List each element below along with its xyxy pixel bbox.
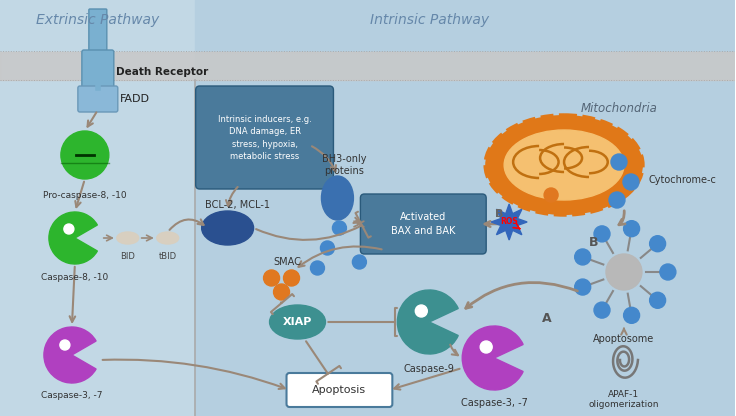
- FancyBboxPatch shape: [82, 50, 114, 89]
- Wedge shape: [49, 212, 97, 264]
- FancyBboxPatch shape: [196, 86, 333, 189]
- Circle shape: [274, 284, 289, 300]
- Circle shape: [650, 292, 665, 308]
- Text: APAF-1
oligomerization: APAF-1 oligomerization: [589, 390, 659, 409]
- Text: B: B: [590, 235, 599, 248]
- Text: Mitochondria: Mitochondria: [581, 102, 657, 114]
- Bar: [195, 0, 735, 416]
- Circle shape: [64, 224, 74, 234]
- Text: Caspase-8, -10: Caspase-8, -10: [41, 273, 108, 282]
- Circle shape: [353, 255, 367, 269]
- Polygon shape: [491, 204, 527, 240]
- Circle shape: [650, 236, 665, 252]
- Text: FADD: FADD: [120, 94, 150, 104]
- Circle shape: [609, 192, 625, 208]
- Text: Intrinsic Pathway: Intrinsic Pathway: [369, 13, 489, 27]
- Text: Apoptosis: Apoptosis: [312, 385, 367, 395]
- Text: ROS: ROS: [500, 218, 518, 226]
- Text: SMAC: SMAC: [274, 257, 302, 267]
- Text: Death Receptor: Death Receptor: [116, 67, 208, 77]
- Text: BH3-only
proteins: BH3-only proteins: [322, 154, 367, 176]
- Circle shape: [333, 221, 347, 235]
- Ellipse shape: [157, 232, 179, 244]
- Circle shape: [320, 241, 334, 255]
- Circle shape: [623, 174, 639, 190]
- FancyBboxPatch shape: [361, 194, 486, 254]
- Text: Caspase-3, -7: Caspase-3, -7: [41, 391, 102, 400]
- Circle shape: [311, 261, 325, 275]
- Text: BID: BID: [121, 252, 135, 261]
- Text: Activated
BAX and BAK: Activated BAX and BAK: [391, 213, 456, 235]
- Circle shape: [544, 188, 558, 202]
- Circle shape: [594, 302, 610, 318]
- Text: Extrinsic Pathway: Extrinsic Pathway: [36, 13, 160, 27]
- Circle shape: [611, 154, 627, 170]
- Circle shape: [480, 341, 492, 353]
- Wedge shape: [462, 326, 523, 390]
- Circle shape: [623, 307, 640, 323]
- Ellipse shape: [269, 305, 325, 339]
- Circle shape: [61, 131, 109, 179]
- Circle shape: [660, 264, 676, 280]
- Text: B: B: [495, 209, 503, 219]
- Ellipse shape: [117, 232, 139, 244]
- FancyBboxPatch shape: [89, 9, 107, 53]
- Text: BCL-2, MCL-1: BCL-2, MCL-1: [205, 200, 270, 210]
- Text: Intrinsic inducers, e.g.
DNA damage, ER
stress, hypoxia,
metabolic stress: Intrinsic inducers, e.g. DNA damage, ER …: [218, 115, 311, 161]
- Ellipse shape: [202, 211, 254, 245]
- Circle shape: [415, 305, 428, 317]
- Text: Apoptosome: Apoptosome: [593, 334, 654, 344]
- Ellipse shape: [485, 115, 643, 215]
- Circle shape: [606, 254, 642, 290]
- Circle shape: [575, 249, 591, 265]
- Circle shape: [594, 226, 610, 242]
- Text: Caspase-9: Caspase-9: [404, 364, 455, 374]
- Circle shape: [283, 270, 300, 286]
- Text: A: A: [542, 312, 552, 324]
- Wedge shape: [44, 327, 96, 383]
- Wedge shape: [397, 290, 459, 354]
- Circle shape: [575, 279, 591, 295]
- Text: Pro-caspase-8, -10: Pro-caspase-8, -10: [43, 191, 127, 200]
- Circle shape: [60, 340, 70, 350]
- FancyBboxPatch shape: [78, 86, 118, 112]
- Bar: [0, 0, 195, 416]
- Circle shape: [623, 220, 640, 237]
- Text: Caspase-3, -7: Caspase-3, -7: [461, 398, 528, 408]
- Text: XIAP: XIAP: [283, 317, 312, 327]
- Text: tBID: tBID: [159, 252, 177, 261]
- Ellipse shape: [504, 130, 624, 200]
- FancyBboxPatch shape: [286, 373, 392, 407]
- Ellipse shape: [322, 176, 353, 220]
- Bar: [0, 52, 735, 80]
- Text: Cytochrome-c: Cytochrome-c: [649, 175, 717, 185]
- Circle shape: [263, 270, 280, 286]
